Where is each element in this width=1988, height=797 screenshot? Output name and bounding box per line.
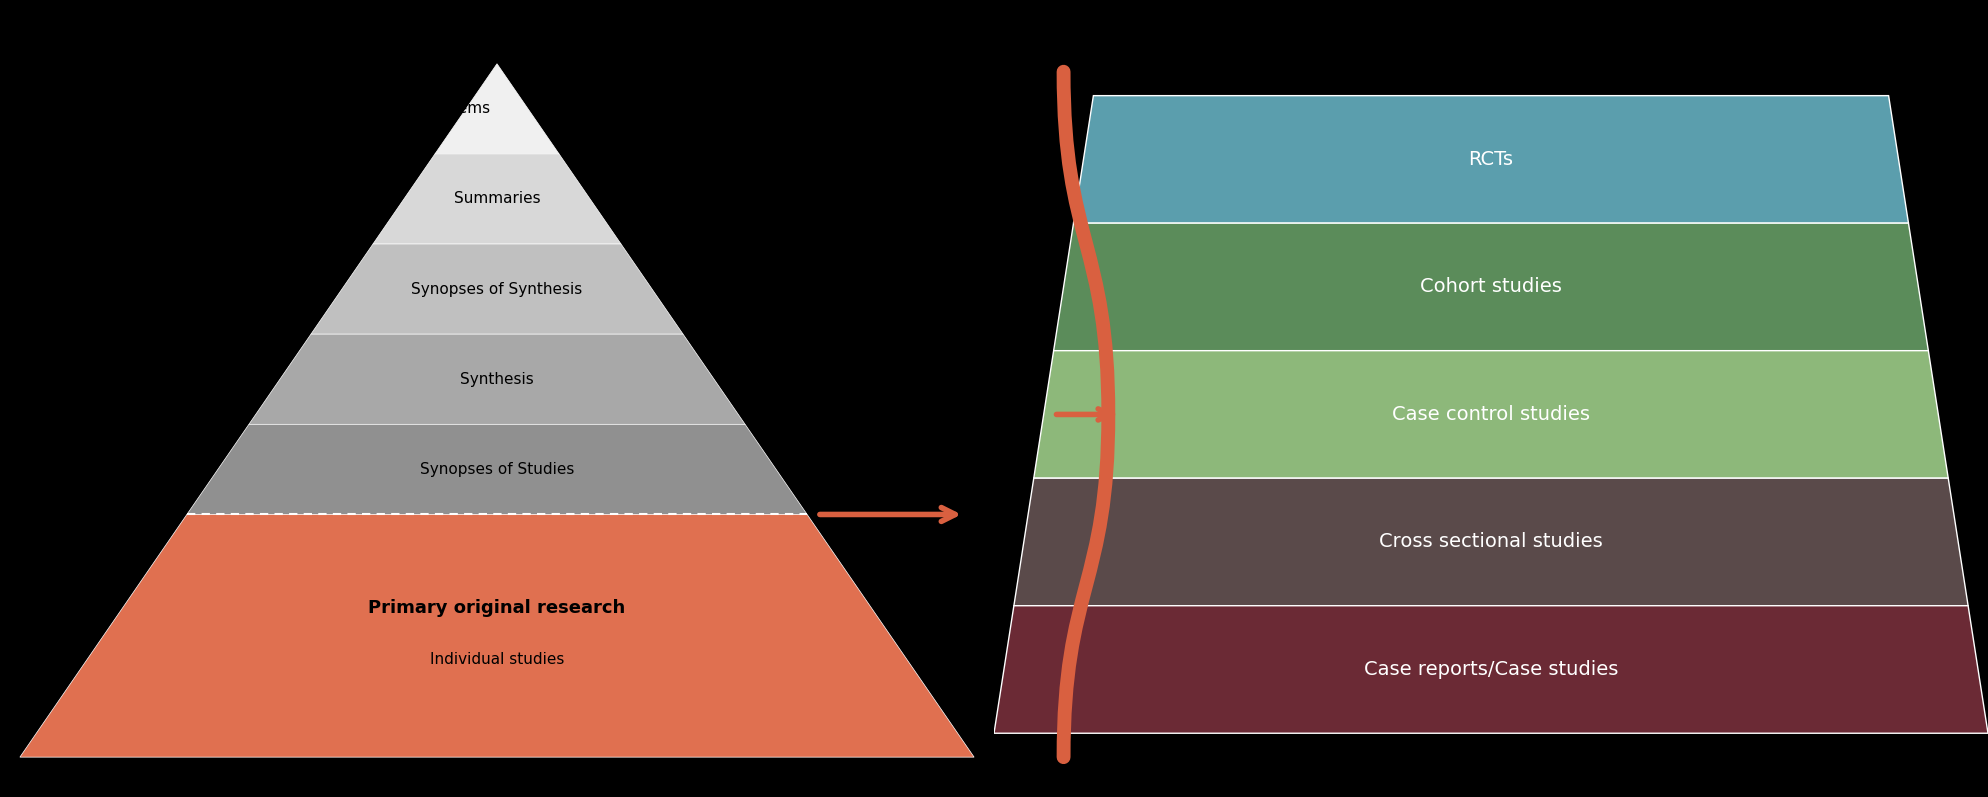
Polygon shape — [248, 334, 746, 424]
Text: RCTs: RCTs — [1469, 150, 1513, 169]
Polygon shape — [1054, 223, 1928, 351]
Text: Synopses of Synthesis: Synopses of Synthesis — [412, 281, 582, 296]
Text: Synthesis: Synthesis — [459, 371, 535, 387]
Text: Case control studies: Case control studies — [1392, 405, 1590, 424]
Polygon shape — [994, 606, 1988, 733]
Text: Individual studies: Individual studies — [429, 652, 565, 667]
Polygon shape — [435, 64, 559, 154]
Polygon shape — [1034, 351, 1948, 478]
Polygon shape — [1014, 478, 1968, 606]
Text: Primary original research: Primary original research — [368, 599, 626, 617]
Polygon shape — [310, 244, 684, 334]
Text: Systems: Systems — [425, 101, 489, 116]
Polygon shape — [1074, 96, 1908, 223]
Text: Synopses of Studies: Synopses of Studies — [419, 462, 575, 477]
Text: Summaries: Summaries — [453, 191, 541, 206]
Polygon shape — [20, 515, 974, 757]
Polygon shape — [187, 424, 807, 515]
Polygon shape — [374, 154, 620, 244]
Text: Cross sectional studies: Cross sectional studies — [1380, 532, 1602, 552]
Text: Cohort studies: Cohort studies — [1419, 277, 1563, 296]
Text: Case reports/Case studies: Case reports/Case studies — [1364, 660, 1618, 679]
